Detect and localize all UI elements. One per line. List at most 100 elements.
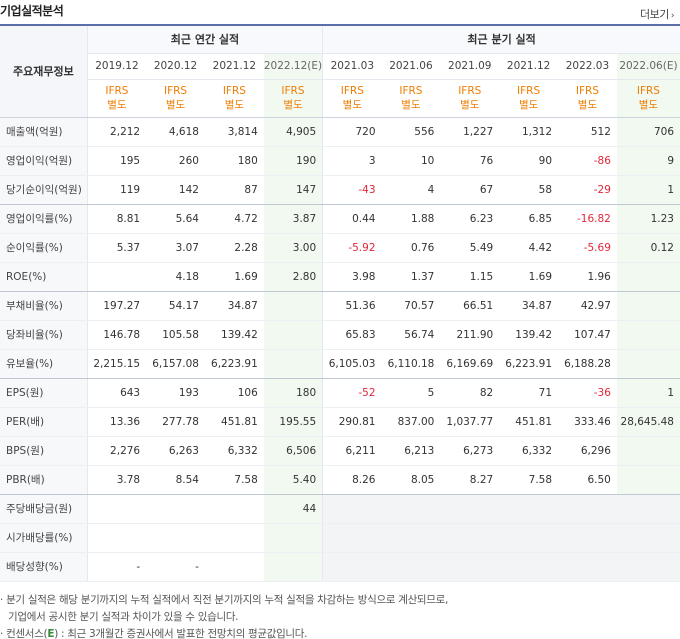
- row-label: BPS(원): [0, 436, 88, 466]
- table-cell: -: [146, 552, 205, 582]
- basis-separate: 별도: [224, 99, 245, 111]
- table-cell: 1,227: [440, 117, 500, 147]
- table-cell: 6,169.69: [440, 349, 500, 379]
- table-cell: 451.81: [204, 407, 264, 437]
- table-cell: [204, 552, 264, 582]
- basis-separate: 별도: [460, 99, 480, 111]
- table-cell: 5.64: [146, 204, 205, 234]
- table-cell: 180: [263, 378, 323, 408]
- section-header: 기업실적분석 더보기 ›: [0, 0, 680, 24]
- annual-group-header: 최근 연간 실적: [86, 24, 323, 54]
- table-cell: 139.42: [499, 320, 559, 350]
- footnote-1-cont: 기업에서 공시한 분기 실적과 차이가 있을 수 있습니다.: [8, 610, 239, 623]
- table-row: 순이익률(%) 5.37 3.07 2.28 3.00 -5.92 0.76 5.49 4.42…: [0, 233, 680, 263]
- basis-separate: 별도: [518, 99, 539, 111]
- basis-ifrs: IFRS: [340, 85, 364, 97]
- table-cell: 4: [381, 175, 441, 205]
- row-label: 배당성향(%): [0, 552, 88, 582]
- table-cell: 277.78: [146, 407, 205, 437]
- table-cell: 2,276: [86, 436, 147, 466]
- row-label: PER(배): [0, 407, 88, 437]
- table-cell: [322, 552, 382, 582]
- table-cell: 556: [381, 117, 441, 147]
- table-cell: 146.78: [86, 320, 147, 350]
- table-cell: [499, 523, 559, 553]
- table-cell: 139.42: [204, 320, 264, 350]
- table-cell: 87: [204, 175, 264, 205]
- table-cell: 142: [146, 175, 205, 205]
- table-cell: 1.69: [499, 262, 559, 292]
- basis-separate: 별도: [342, 99, 362, 111]
- table-cell: -29: [558, 175, 617, 205]
- table-cell: 5.40: [263, 465, 323, 495]
- period-header: 2022.06(E): [616, 53, 680, 80]
- table-cell: 5: [381, 378, 441, 408]
- table-cell: 107.47: [558, 320, 617, 350]
- table-cell: [440, 552, 500, 582]
- table-cell: -5.69: [558, 233, 617, 263]
- basis-ifrs: IFRS: [517, 85, 541, 97]
- table-cell: 34.87: [204, 291, 264, 321]
- table-cell: 193: [146, 378, 205, 408]
- row-label: 영업이익(억원): [0, 146, 88, 176]
- table-cell: 147: [263, 175, 323, 205]
- table-cell: 13.36: [86, 407, 147, 437]
- table-cell: 56.74: [381, 320, 441, 350]
- row-label: 당기순이익(억원): [0, 175, 88, 205]
- table-cell: [499, 552, 559, 582]
- row-label: EPS(원): [0, 378, 88, 408]
- financial-table: 주요재무정보 최근 연간 실적 최근 분기 실적 2019.12 2020.12 2…: [0, 24, 680, 582]
- table-cell: 66.51: [440, 291, 500, 321]
- table-cell: 1.88: [381, 204, 441, 234]
- table-cell: -5.92: [322, 233, 382, 263]
- table-cell: 58: [499, 175, 559, 205]
- table-cell: 643: [86, 378, 147, 408]
- footnote-2-suffix: ) : 최근 3개월간 증권사에서 발표한 전망치의 평균값입니다.: [54, 627, 308, 639]
- table-cell: [86, 262, 147, 292]
- table-cell: -52: [322, 378, 382, 408]
- table-cell: 106: [204, 378, 264, 408]
- table-cell: 3,814: [204, 117, 264, 147]
- table-cell: 82: [440, 378, 500, 408]
- table-cell: [322, 523, 382, 553]
- table-cell: 6,273: [440, 436, 500, 466]
- table-row: PER(배) 13.36 277.78 451.81 195.55 290.81 837.0…: [0, 407, 680, 437]
- basis-ifrs: IFRS: [105, 85, 129, 97]
- table-cell: 8.81: [86, 204, 147, 234]
- table-cell: 1.37: [381, 262, 441, 292]
- table-cell: 451.81: [499, 407, 559, 437]
- table-cell: 4.42: [499, 233, 559, 263]
- table-cell: 5.37: [86, 233, 147, 263]
- footnote-2-prefix: · 컨센서스(: [0, 627, 48, 639]
- table-cell: 10: [381, 146, 441, 176]
- table-cell: 8.05: [381, 465, 441, 495]
- table-cell: -43: [322, 175, 382, 205]
- basis-header: IFRS 별도: [616, 79, 680, 118]
- basis-header: IFRS 별도: [86, 79, 147, 118]
- table-cell: [263, 320, 323, 350]
- table-row: BPS(원) 2,276 6,263 6,332 6,506 6,211 6,213 6,27…: [0, 436, 680, 466]
- table-cell: 6,506: [263, 436, 323, 466]
- table-cell: 0.44: [322, 204, 382, 234]
- table-cell: 7.58: [499, 465, 559, 495]
- period-header: 2021.12: [499, 53, 559, 80]
- estimate-mark: E: [47, 627, 55, 639]
- table-cell: 105.58: [146, 320, 205, 350]
- table-cell: 8.54: [146, 465, 205, 495]
- more-label: 더보기: [640, 8, 669, 21]
- basis-header: IFRS 별도: [146, 79, 205, 118]
- table-cell: 180: [204, 146, 264, 176]
- basis-ifrs: IFRS: [222, 85, 246, 97]
- table-cell: 8.26: [322, 465, 382, 495]
- table-cell: [616, 436, 680, 466]
- period-header: 2022.03: [558, 53, 617, 80]
- footnote-2: · 컨센서스(E) : 최근 3개월간 증권사에서 발표한 전망치의 평균값입니…: [0, 626, 680, 639]
- row-label: 순이익률(%): [0, 233, 88, 263]
- more-link[interactable]: 더보기 ›: [640, 6, 675, 22]
- row-label: 주당배당금(원): [0, 494, 88, 524]
- table-cell: [440, 523, 500, 553]
- basis-ifrs: IFRS: [575, 85, 599, 97]
- table-cell: 9: [616, 146, 680, 176]
- table-cell: [558, 494, 617, 524]
- basis-header: IFRS 별도: [204, 79, 264, 118]
